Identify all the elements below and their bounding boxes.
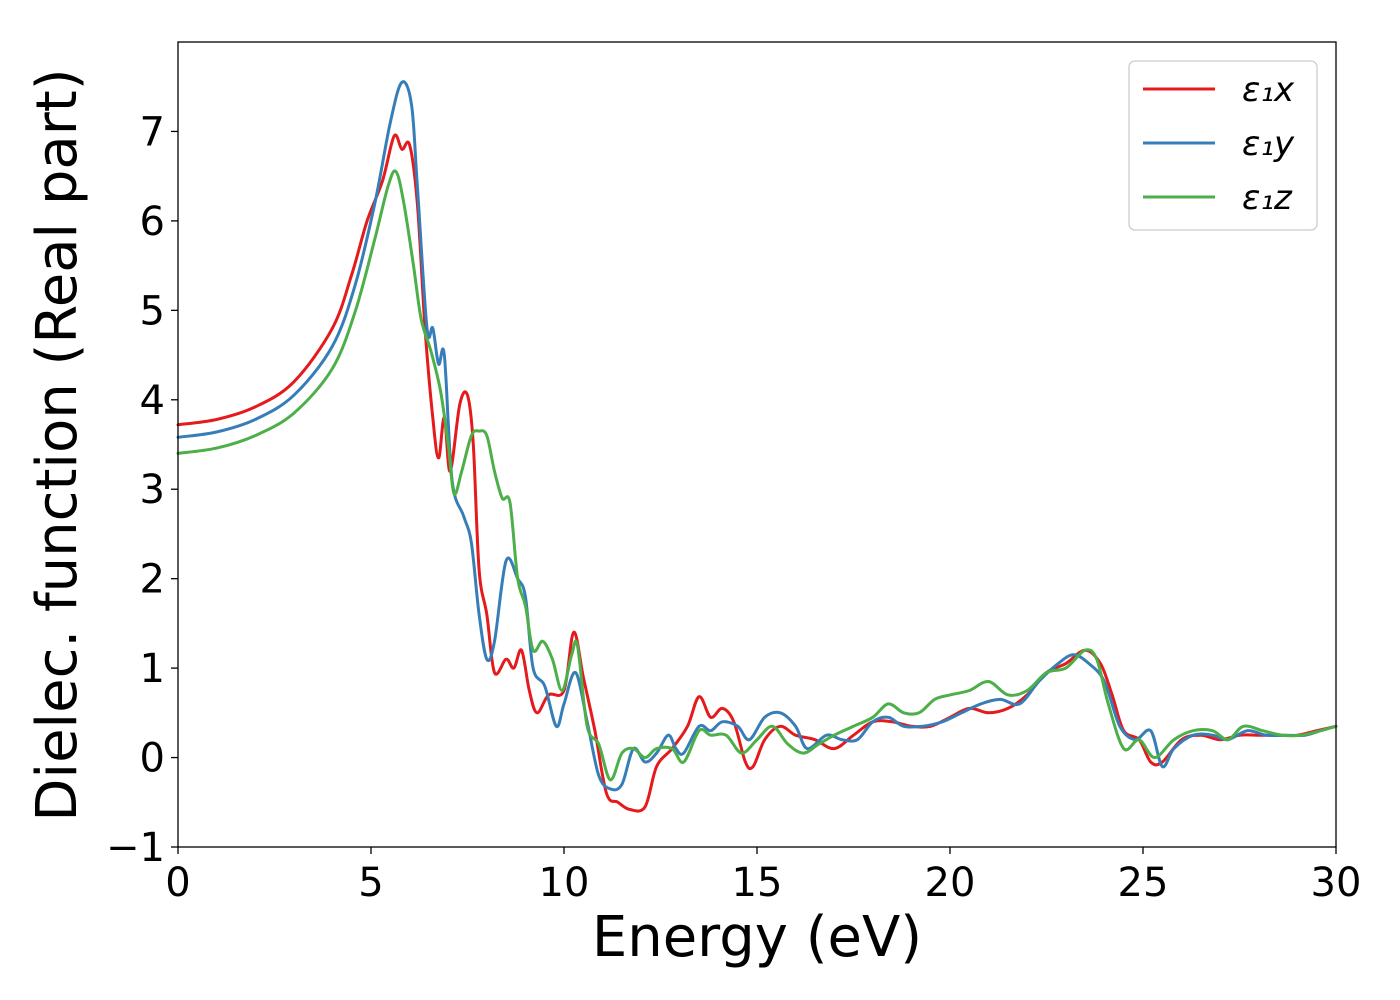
y-axis-ticks: −1 0 1 2 3 4 5 6 7 <box>106 109 178 871</box>
legend-label-1: ε₁x <box>1242 70 1295 110</box>
series-line-2 <box>176 80 1338 792</box>
series-layer <box>176 80 1338 813</box>
x-tick-label: 15 <box>732 860 783 906</box>
legend-box <box>1128 60 1318 231</box>
x-tick-label: 0 <box>165 860 190 906</box>
x-tick-label: 10 <box>539 860 590 906</box>
x-tick-label: 5 <box>358 860 383 906</box>
series-line-3 <box>176 169 1338 782</box>
x-tick-label: 25 <box>1118 860 1169 906</box>
y-tick-label: 0 <box>140 736 165 782</box>
y-tick-label: 2 <box>140 557 165 603</box>
series-line-1 <box>176 133 1338 813</box>
x-axis-ticks: 0 5 10 15 20 25 30 <box>165 847 1361 906</box>
x-tick-label: 20 <box>925 860 976 906</box>
legend: ε₁x ε₁y ε₁z <box>1128 60 1318 231</box>
y-tick-label: −1 <box>106 825 165 871</box>
legend-items: ε₁x ε₁y ε₁z <box>1143 70 1295 218</box>
legend-label-3: ε₁z <box>1242 178 1293 218</box>
y-tick-label: 6 <box>140 199 165 245</box>
legend-label-2: ε₁y <box>1242 124 1295 164</box>
y-tick-label: 7 <box>140 109 165 155</box>
x-tick-label: 30 <box>1311 860 1362 906</box>
y-tick-label: 1 <box>140 646 165 692</box>
y-tick-label: 5 <box>140 288 165 334</box>
x-axis-label: Energy (eV) <box>592 905 922 970</box>
y-tick-label: 3 <box>140 467 165 513</box>
y-tick-label: 4 <box>140 378 165 424</box>
y-axis-label: Dielec. function (Real part) <box>25 68 90 821</box>
